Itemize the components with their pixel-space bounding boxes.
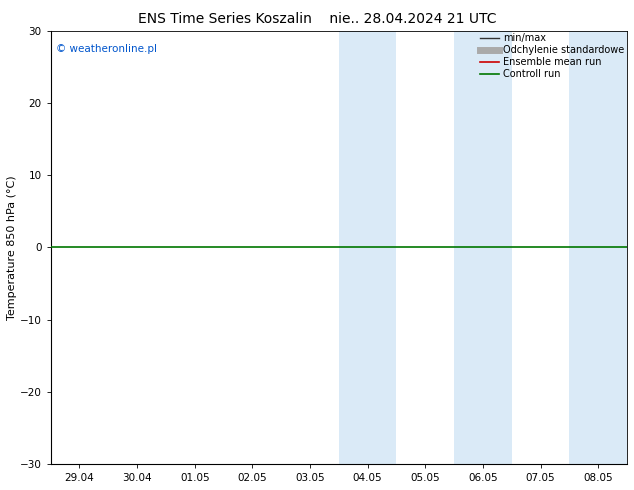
Text: ENS Time Series Koszalin    nie.. 28.04.2024 21 UTC: ENS Time Series Koszalin nie.. 28.04.202… [138, 12, 496, 26]
Bar [454, 30, 512, 464]
Text: © weatheronline.pl: © weatheronline.pl [56, 44, 157, 53]
Bar [339, 30, 396, 464]
Y-axis label: Temperature 850 hPa (°C): Temperature 850 hPa (°C) [7, 175, 17, 319]
Bar [569, 30, 627, 464]
Legend: min/max, Odchylenie standardowe, Ensemble mean run, Controll run: min/max, Odchylenie standardowe, Ensembl… [479, 33, 624, 79]
